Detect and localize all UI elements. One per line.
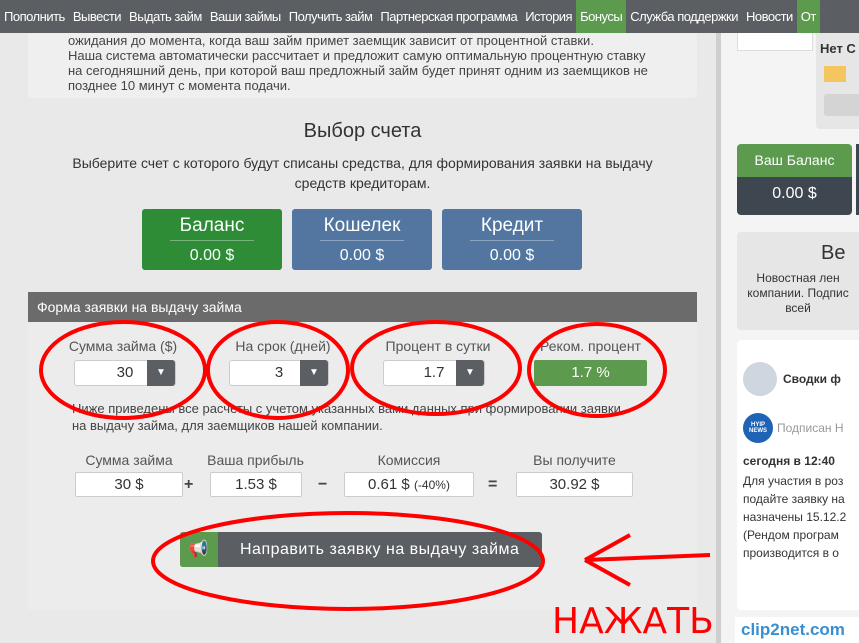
nav-support[interactable]: Служба поддержки [630, 9, 738, 24]
account-value: 0.00 $ [489, 247, 535, 264]
info-line-1: ожидания до момента, когда ваш займ прим… [68, 33, 594, 48]
top-nav: Пополнить Вывести Выдать займ Ваши займы… [0, 0, 859, 33]
right-sidebar: Нет С Ваш Баланс 0.00 $ Ве Новостная лен… [721, 33, 859, 643]
calc-note: Ниже приведены все расчеты с учетом указ… [72, 401, 621, 433]
calc-profit: 1.53 $ [210, 472, 302, 497]
chevron-down-icon: ▼ [300, 360, 328, 386]
recommended-label: Реком. процент [540, 338, 641, 354]
account-balance-button[interactable]: Баланс 0.00 $ [142, 209, 282, 270]
news-widget: Сводки ф HYIP NEWS Подписан Н сегодня в … [737, 340, 859, 610]
rate-select[interactable]: 1.7 ▼ [383, 360, 485, 386]
profile-status: Нет С [820, 41, 856, 56]
calc-total: 30.92 $ [516, 472, 633, 497]
loan-form: Сумма займа ($) 30 ▼ На срок (дней) 3 ▼ Пр… [28, 322, 697, 610]
info-line-2: Наша система автоматически рассчитает и … [68, 48, 648, 93]
account-subtitle: Выберите счет с которого будут списаны с… [72, 155, 653, 191]
watermark: clip2net.com [735, 617, 859, 643]
rate-label: Процент в сутки [385, 338, 491, 354]
news-box: Ве Новостная лен компании. Подпис всей [737, 232, 859, 330]
recommended-value: 1.7 % [534, 360, 647, 386]
widget-subscribed: Подписан Н [777, 421, 844, 435]
minus-sign: − [318, 476, 328, 493]
nav-withdraw[interactable]: Вывести [72, 9, 122, 24]
term-value: 3 [274, 364, 284, 381]
amount-label: Сумма займа ($) [68, 338, 178, 354]
nav-more[interactable]: От [796, 0, 820, 33]
term-label: На срок (дней) [235, 338, 331, 354]
avatar [737, 33, 813, 51]
info-box: ожидания до момента, когда ваш займ прим… [28, 33, 697, 98]
chevron-down-icon: ▼ [147, 360, 175, 386]
nav-deposit[interactable]: Пополнить [4, 9, 65, 24]
widget-text: Для участия в роз подайте заявку на назн… [743, 474, 847, 560]
calc-fee: 0.61 $ [368, 476, 410, 493]
account-label: Баланс [170, 215, 254, 241]
balance-card: Ваш Баланс 0.00 $ [737, 144, 852, 215]
account-label: Кредит [470, 215, 554, 241]
calc-fee-box: 0.61 $ (-40%) [344, 472, 474, 497]
column-divider [716, 33, 721, 643]
amount-select[interactable]: 30 ▼ [74, 360, 176, 386]
nav-partner[interactable]: Партнерская программа [380, 9, 518, 24]
chevron-down-icon: ▼ [456, 360, 484, 386]
form-header: Форма заявки на выдачу займа [28, 292, 697, 322]
nav-news[interactable]: Новости [745, 9, 793, 24]
second-card [856, 144, 859, 215]
term-select[interactable]: 3 ▼ [229, 360, 329, 386]
nav-your-loans[interactable]: Ваши займы [209, 9, 281, 24]
calc-total-label: Вы получите [533, 452, 616, 468]
nav-history[interactable]: История [525, 9, 573, 24]
account-value: 0.00 $ [189, 247, 235, 264]
rate-value: 1.7 [423, 364, 445, 381]
profile-box: Нет С [816, 33, 859, 129]
widget-time: сегодня в 12:40 [743, 454, 835, 468]
plus-sign: + [184, 476, 194, 493]
profile-button[interactable] [824, 94, 859, 116]
news-text: Новостная лен компании. Подпис всей [747, 271, 849, 315]
account-credit-button[interactable]: Кредит 0.00 $ [442, 209, 582, 270]
submit-loan-button[interactable]: 📢 Направить заявку на выдачу займа [180, 532, 542, 567]
channel-avatar [743, 362, 777, 396]
nav-issue-loan[interactable]: Выдать займ [129, 9, 202, 24]
amount-value: 30 [116, 364, 134, 381]
nav-bonuses[interactable]: Бонусы [576, 0, 627, 33]
calc-amount-label: Сумма займа [85, 452, 173, 468]
widget-title[interactable]: Сводки ф [783, 372, 841, 386]
balance-value: 0.00 $ [737, 177, 852, 215]
main-content: ожидания до момента, когда ваш займ прим… [0, 33, 716, 643]
account-wallet-button[interactable]: Кошелек 0.00 $ [292, 209, 432, 270]
news-title: Ве [821, 242, 846, 264]
account-title: Выбор счета [303, 120, 422, 142]
nav-get-loan[interactable]: Получить займ [288, 9, 373, 24]
calc-fee-label: Комиссия [377, 452, 441, 468]
submit-label: Направить заявку на выдачу займа [240, 541, 520, 558]
calc-profit-label: Ваша прибыль [207, 452, 304, 468]
account-label: Кошелек [320, 215, 404, 241]
equals-sign: = [488, 476, 498, 493]
megaphone-icon: 📢 [180, 532, 218, 567]
mail-icon[interactable] [824, 66, 846, 82]
hyip-news-logo: HYIP NEWS [743, 413, 773, 443]
balance-label: Ваш Баланс [737, 144, 852, 177]
calc-amount: 30 $ [75, 472, 183, 497]
account-value: 0.00 $ [339, 247, 385, 264]
calc-fee-pct: (-40%) [413, 478, 450, 492]
